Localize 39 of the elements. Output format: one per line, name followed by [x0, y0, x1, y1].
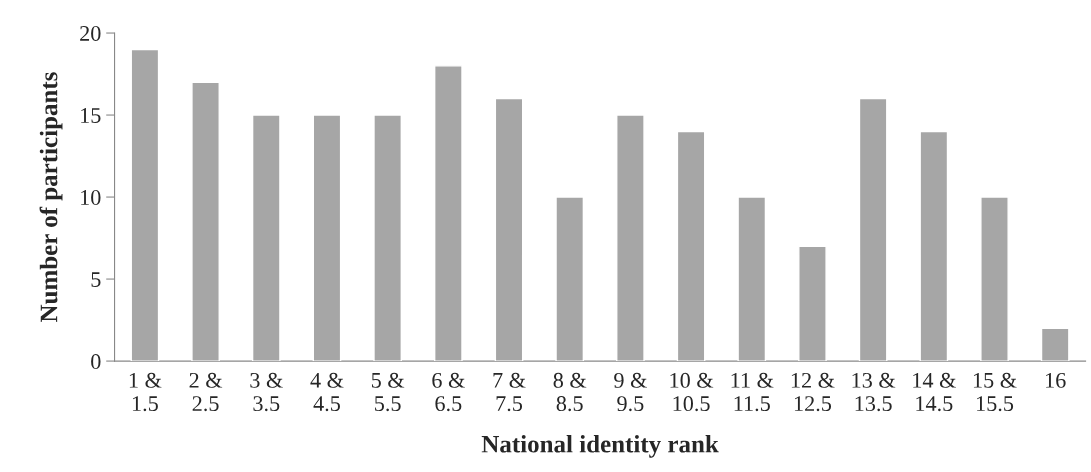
x-tick-label: 8 & 8.5 — [553, 372, 587, 412]
y-tick-label: 20 — [80, 25, 101, 41]
x-tick-label: 13 & 13.5 — [852, 372, 896, 412]
bar — [251, 114, 281, 362]
x-tick-label: 3 & 3.5 — [250, 372, 283, 412]
x-tick-label: 6 & 6.5 — [432, 372, 465, 412]
y-tick-label: 5 — [91, 272, 101, 287]
bar — [373, 114, 402, 362]
x-tick-label: 10 & 10.5 — [670, 372, 714, 412]
bar — [919, 130, 949, 362]
x-axis-title: National identity rank — [481, 435, 719, 458]
bar — [798, 245, 827, 362]
bar — [980, 196, 1009, 362]
bar — [737, 196, 767, 362]
x-tick-label: 12 & 12.5 — [791, 372, 835, 412]
x-tick-label: 15 & 15.5 — [973, 372, 1017, 412]
bar — [858, 97, 888, 362]
x-tick-label: 1 & 1.5 — [129, 372, 162, 412]
y-axis-title: Number of participants — [39, 72, 63, 323]
y-tick-label: 0 — [91, 354, 101, 370]
x-tick-label: 2 & 2.5 — [189, 372, 223, 412]
x-tick-label: 16 — [1046, 372, 1066, 388]
bar — [494, 97, 524, 362]
bar — [312, 114, 342, 362]
x-tick-label: 11 & 11.5 — [731, 372, 774, 412]
x-tick-label: 4 & 4.5 — [310, 372, 344, 412]
x-tick-label: 5 & 5.5 — [371, 372, 405, 412]
bar — [130, 48, 160, 362]
bar — [676, 130, 706, 362]
bar — [433, 65, 463, 362]
x-tick-label: 9 & 9.5 — [614, 372, 647, 412]
x-tick-label: 7 & 7.5 — [493, 372, 526, 412]
bar — [191, 81, 220, 362]
y-tick-label: 15 — [81, 108, 101, 123]
bar — [1040, 327, 1070, 362]
y-tick-label: 10 — [81, 189, 101, 205]
bar — [616, 114, 645, 362]
x-tick-label: 14 & 14.5 — [913, 372, 956, 412]
bar — [555, 196, 585, 362]
